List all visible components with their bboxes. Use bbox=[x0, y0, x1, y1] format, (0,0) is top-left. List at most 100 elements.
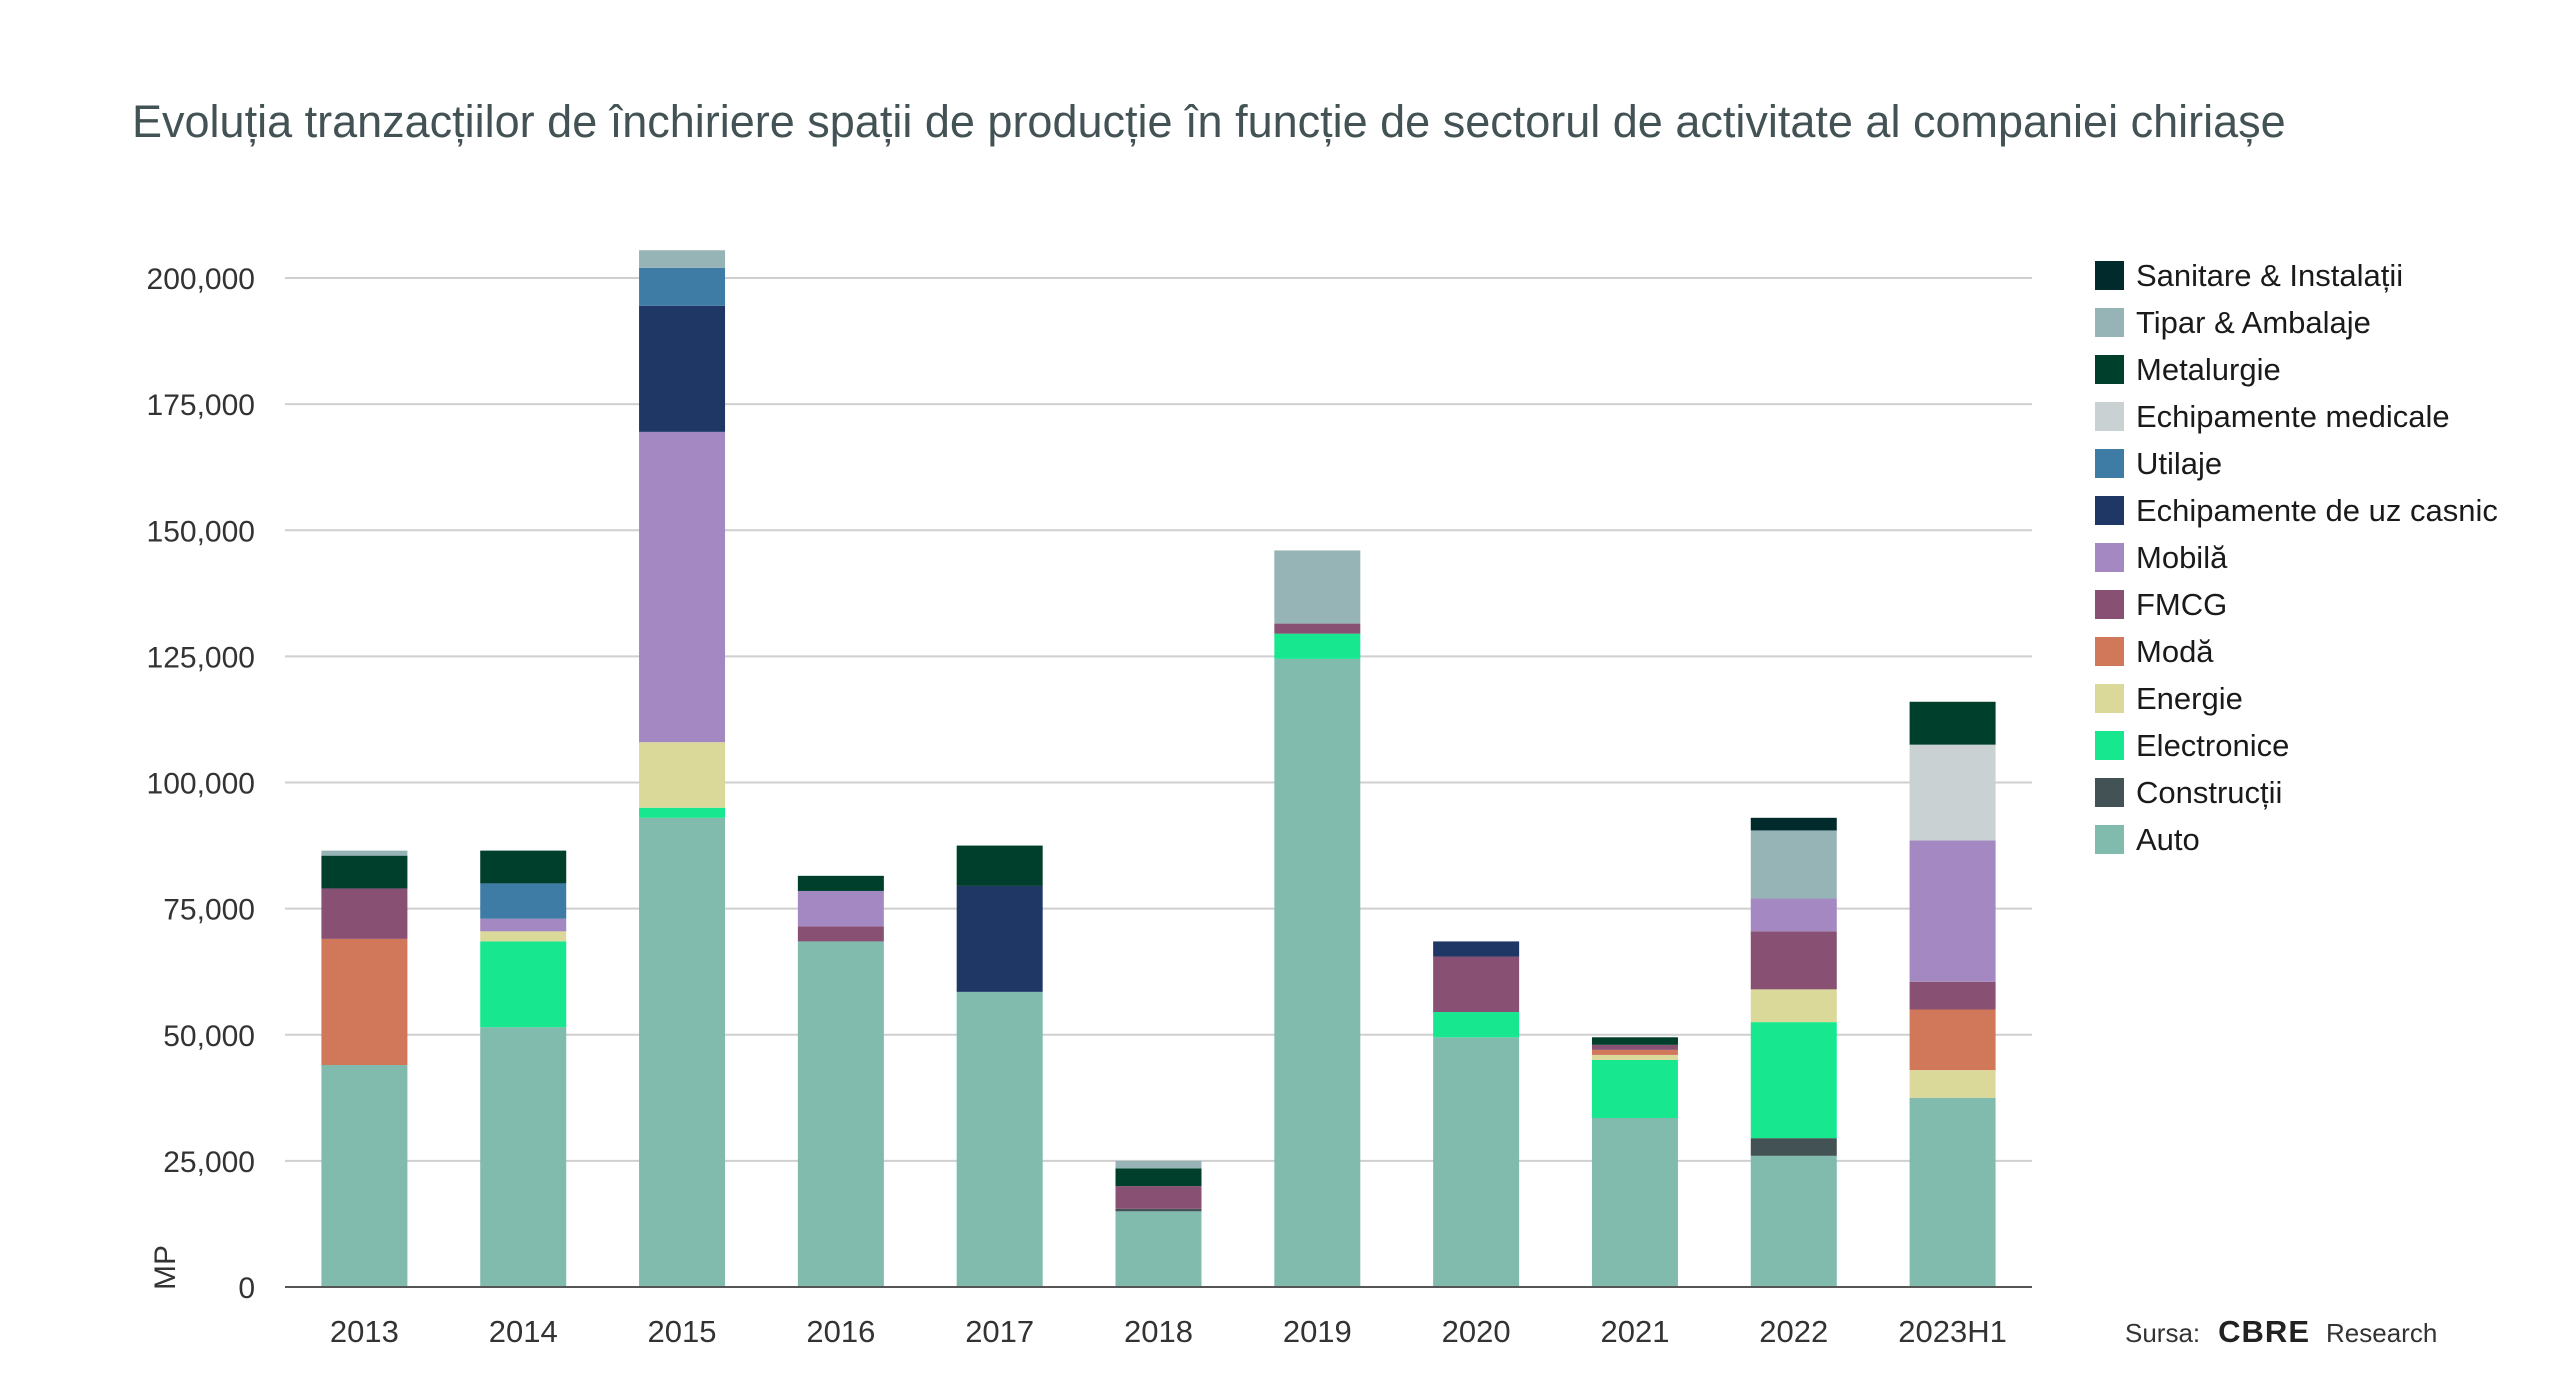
source-suffix: Research bbox=[2326, 1318, 2438, 1348]
legend-swatch bbox=[2095, 449, 2124, 478]
bar-segment bbox=[480, 883, 567, 919]
legend-swatch bbox=[2095, 825, 2124, 854]
source-credit: Sursa: CBRE Research bbox=[2125, 1314, 2437, 1350]
legend-label: Energie bbox=[2136, 680, 2243, 716]
bar-segment bbox=[1750, 931, 1837, 990]
legend-swatch bbox=[2095, 778, 2124, 807]
legend-item: Sanitare & Instalații bbox=[2095, 252, 2498, 299]
bar-segment bbox=[797, 926, 884, 942]
x-tick-label: 2013 bbox=[330, 1314, 399, 1349]
bar-segment bbox=[956, 845, 1043, 886]
legend-swatch bbox=[2095, 402, 2124, 431]
y-tick-label: 25,000 bbox=[163, 1146, 255, 1179]
bar-stack bbox=[1591, 1037, 1678, 1287]
y-tick-label: 0 bbox=[238, 1272, 255, 1305]
bar-segment bbox=[1909, 744, 1996, 841]
bar-segment bbox=[1750, 989, 1837, 1023]
bar-segment bbox=[1591, 1059, 1678, 1118]
legend-item: Auto bbox=[2095, 816, 2498, 863]
x-tick-label: 2014 bbox=[489, 1314, 558, 1349]
bar-stack bbox=[1115, 1160, 1202, 1287]
bar-segment bbox=[321, 1065, 408, 1287]
bar-segment bbox=[1909, 981, 1996, 1010]
bar-segment bbox=[797, 875, 884, 891]
bar-segment bbox=[1115, 1211, 1202, 1287]
bar-stack bbox=[1274, 550, 1361, 1287]
legend-swatch bbox=[2095, 261, 2124, 290]
bar-stack bbox=[956, 845, 1043, 1287]
bar-segment bbox=[797, 890, 884, 927]
bar-segment bbox=[1591, 1049, 1678, 1055]
bar-segment bbox=[480, 850, 567, 884]
bar-segment bbox=[1433, 1012, 1520, 1038]
x-tick-label: 2023H1 bbox=[1898, 1314, 2007, 1349]
legend-swatch bbox=[2095, 355, 2124, 384]
bar-segment bbox=[1433, 1037, 1520, 1287]
source-brand: CBRE bbox=[2218, 1314, 2310, 1349]
bar-segment bbox=[1909, 840, 1996, 982]
legend-label: Echipamente medicale bbox=[2136, 398, 2450, 434]
legend-item: Tipar & Ambalaje bbox=[2095, 299, 2498, 346]
gridlines bbox=[285, 277, 2032, 1162]
legend-label: Sanitare & Instalații bbox=[2136, 257, 2404, 293]
legend-swatch bbox=[2095, 637, 2124, 666]
bar-segment bbox=[639, 431, 726, 743]
bar-segment bbox=[1433, 956, 1520, 1013]
bar-segment bbox=[639, 742, 726, 808]
bar-segment bbox=[639, 817, 726, 1287]
bar-stack bbox=[321, 850, 408, 1287]
legend-label: Auto bbox=[2136, 821, 2200, 857]
bar-segment bbox=[1591, 1044, 1678, 1050]
legend-label: Modă bbox=[2136, 633, 2214, 669]
bar-stack bbox=[1433, 941, 1520, 1287]
y-tick-label: 200,000 bbox=[147, 263, 255, 296]
bar-segment bbox=[1591, 1054, 1678, 1060]
bar-segment bbox=[1433, 941, 1520, 957]
x-tick-label: 2018 bbox=[1124, 1314, 1193, 1349]
bar-segment bbox=[1274, 633, 1361, 659]
bar-segment bbox=[480, 931, 567, 942]
chart-title: Evoluția tranzacțiilor de închiriere spa… bbox=[132, 96, 2286, 147]
bar-segment bbox=[639, 267, 726, 306]
legend-label: FMCG bbox=[2136, 586, 2228, 622]
bar-segment bbox=[956, 885, 1043, 992]
source-label: Sursa: bbox=[2125, 1318, 2201, 1348]
bar-segment bbox=[1274, 623, 1361, 634]
x-tick-label: 2021 bbox=[1600, 1314, 1669, 1349]
legend-item: FMCG bbox=[2095, 581, 2498, 628]
legend-swatch bbox=[2095, 496, 2124, 525]
legend-label: Utilaje bbox=[2136, 445, 2223, 481]
y-tick-label: 100,000 bbox=[147, 768, 255, 801]
legend-item: Echipamente de uz casnic bbox=[2095, 487, 2498, 534]
bar-segment bbox=[1591, 1117, 1678, 1287]
bar-segment bbox=[639, 250, 726, 268]
legend-label: Tipar & Ambalaje bbox=[2136, 304, 2371, 340]
legend-item: Echipamente medicale bbox=[2095, 393, 2498, 440]
y-tick-label: 50,000 bbox=[163, 1020, 255, 1053]
legend-swatch bbox=[2095, 308, 2124, 337]
bar-segment bbox=[480, 1027, 567, 1287]
bar-segment bbox=[1909, 1070, 1996, 1098]
legend-label: Metalurgie bbox=[2136, 351, 2281, 387]
legend-label: Construcții bbox=[2136, 774, 2283, 810]
x-tick-label: 2019 bbox=[1283, 1314, 1352, 1349]
bar-segment bbox=[1909, 1097, 1996, 1287]
x-axis-ticks: 2013 2014 2015 2016 2017 2018 2019 2020 2021 2022… bbox=[330, 1314, 2007, 1349]
legend-swatch bbox=[2095, 543, 2124, 572]
y-axis-ticks: 0 25,000 50,000 75,000 100,000 125,000 150,000… bbox=[147, 263, 255, 1305]
bar-segment bbox=[321, 938, 408, 1066]
bar-segment bbox=[1750, 1138, 1837, 1156]
legend-item: Energie bbox=[2095, 675, 2498, 722]
legend-item: Construcții bbox=[2095, 769, 2498, 816]
legend-swatch bbox=[2095, 731, 2124, 760]
bar-segment bbox=[639, 305, 726, 432]
y-tick-label: 75,000 bbox=[163, 894, 255, 927]
legend-label: Electronice bbox=[2136, 727, 2290, 763]
bar-stack bbox=[480, 850, 567, 1287]
legend-item: Electronice bbox=[2095, 722, 2498, 769]
bar-segment bbox=[321, 855, 408, 889]
x-tick-label: 2020 bbox=[1442, 1314, 1511, 1349]
x-tick-label: 2017 bbox=[965, 1314, 1034, 1349]
bar-segment bbox=[1274, 550, 1361, 624]
